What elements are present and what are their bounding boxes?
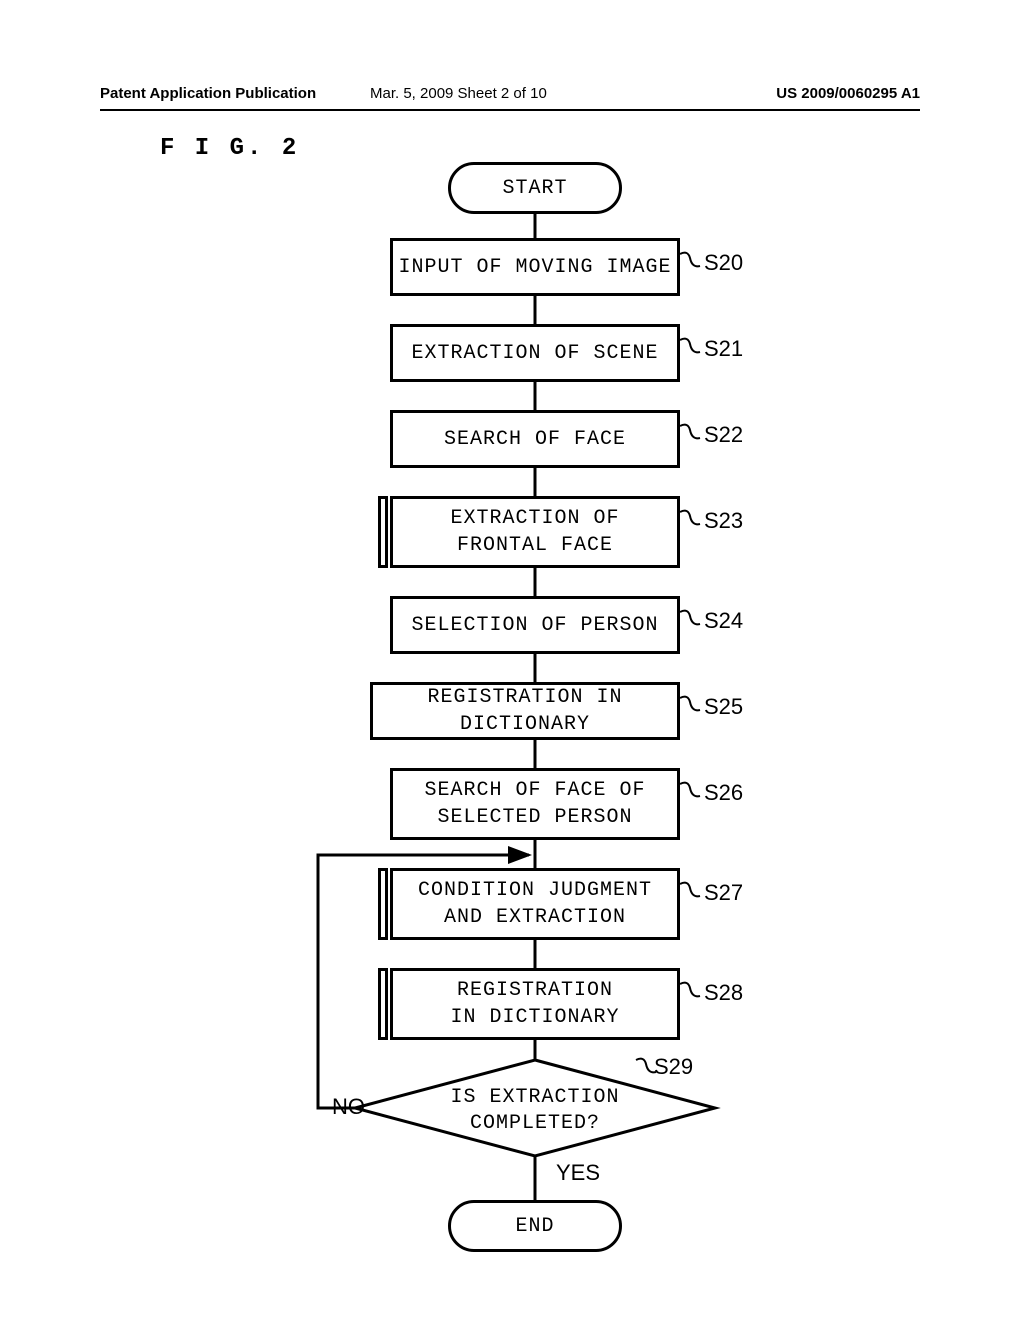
end-label: END bbox=[515, 1215, 554, 1238]
step-s28-extra bbox=[378, 968, 388, 1040]
step-s28-label: S28 bbox=[704, 980, 743, 1006]
svg-text:IS EXTRACTION: IS EXTRACTION bbox=[450, 1086, 619, 1109]
step-s27-label: S27 bbox=[704, 880, 743, 906]
step-s20: INPUT OF MOVING IMAGE bbox=[390, 238, 680, 296]
step-s24-label: S24 bbox=[704, 608, 743, 634]
step-s27-text: CONDITION JUDGMENT AND EXTRACTION bbox=[418, 877, 652, 931]
step-s23: EXTRACTION OF FRONTAL FACE bbox=[390, 496, 680, 568]
flowchart: IS EXTRACTION COMPLETED? START INPUT OF … bbox=[0, 0, 1024, 1320]
step-s25-text: REGISTRATION IN DICTIONARY bbox=[373, 684, 677, 738]
step-s28: REGISTRATION IN DICTIONARY bbox=[390, 968, 680, 1040]
step-s28-text: REGISTRATION IN DICTIONARY bbox=[450, 977, 619, 1031]
step-s24: SELECTION OF PERSON bbox=[390, 596, 680, 654]
step-s22: SEARCH OF FACE bbox=[390, 410, 680, 468]
end-terminator: END bbox=[448, 1200, 622, 1252]
step-s20-text: INPUT OF MOVING IMAGE bbox=[398, 254, 671, 281]
step-s23-text: EXTRACTION OF FRONTAL FACE bbox=[450, 505, 619, 559]
step-s20-label: S20 bbox=[704, 250, 743, 276]
step-s25-label: S25 bbox=[704, 694, 743, 720]
step-s26-label: S26 bbox=[704, 780, 743, 806]
step-s29-label: S29 bbox=[654, 1054, 693, 1080]
step-s21: EXTRACTION OF SCENE bbox=[390, 324, 680, 382]
step-s27-extra bbox=[378, 868, 388, 940]
step-s21-label: S21 bbox=[704, 336, 743, 362]
step-s24-text: SELECTION OF PERSON bbox=[411, 612, 658, 639]
start-label: START bbox=[502, 177, 567, 200]
start-terminator: START bbox=[448, 162, 622, 214]
step-s23-extra bbox=[378, 496, 388, 568]
step-s26: SEARCH OF FACE OF SELECTED PERSON bbox=[390, 768, 680, 840]
step-s22-label: S22 bbox=[704, 422, 743, 448]
step-s21-text: EXTRACTION OF SCENE bbox=[411, 340, 658, 367]
svg-text:COMPLETED?: COMPLETED? bbox=[470, 1112, 600, 1135]
step-s22-text: SEARCH OF FACE bbox=[444, 426, 626, 453]
step-s23-label: S23 bbox=[704, 508, 743, 534]
step-s26-text: SEARCH OF FACE OF SELECTED PERSON bbox=[424, 777, 645, 831]
page: Patent Application Publication Mar. 5, 2… bbox=[0, 0, 1024, 1320]
step-s25: REGISTRATION IN DICTIONARY bbox=[370, 682, 680, 740]
branch-no: NO bbox=[332, 1094, 365, 1120]
branch-yes: YES bbox=[556, 1160, 600, 1186]
step-s27: CONDITION JUDGMENT AND EXTRACTION bbox=[390, 868, 680, 940]
